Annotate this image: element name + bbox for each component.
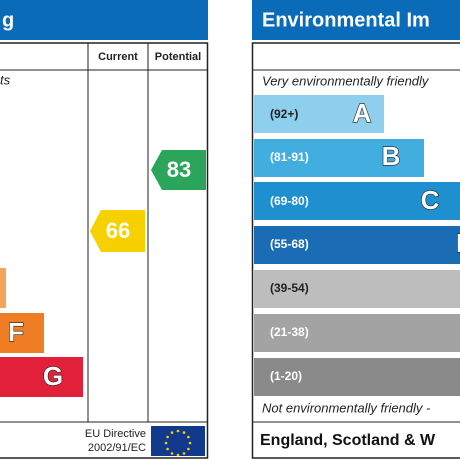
- footer-text: England, Scotland & W: [260, 432, 436, 449]
- band-range: (81-91): [270, 150, 309, 164]
- panel-title: Environmental Im: [262, 9, 430, 31]
- panel-border: [251, 42, 460, 459]
- energy-panel: g Current Potential ts F G 66 83 EU Dire…: [0, 0, 209, 459]
- band-range: (69-80): [270, 194, 309, 208]
- band-letter: G: [43, 361, 63, 391]
- potential-rating: 83: [167, 157, 191, 182]
- band-d: [254, 226, 460, 264]
- top-note: Very environmentally friendly: [262, 73, 430, 88]
- environment-panel: Environmental Im Very environmentally fr…: [251, 0, 460, 459]
- potential-arrow: [151, 150, 206, 190]
- band-e: [0, 268, 6, 308]
- top-note: ts: [0, 72, 11, 87]
- bottom-note: Not environmentally friendly -: [262, 400, 431, 415]
- band-range: (55-68): [270, 237, 309, 251]
- band-f: [0, 313, 44, 353]
- eu-stars: [164, 429, 192, 457]
- band-range: (1-20): [270, 369, 302, 383]
- column-header: Current: [98, 51, 138, 63]
- current-arrow: [90, 210, 145, 252]
- band-letter: D: [456, 228, 460, 258]
- band-f: [254, 314, 460, 352]
- band-letter: A: [353, 98, 372, 128]
- footer-text: EU Directive: [85, 428, 146, 440]
- current-rating: 66: [106, 218, 130, 243]
- band-range: (92+): [270, 107, 298, 121]
- band-b: [254, 139, 424, 177]
- column-header: Potential: [155, 51, 201, 63]
- band-e: [254, 270, 460, 308]
- band-a: [254, 95, 384, 133]
- panel-border: [0, 42, 209, 459]
- band-g: [0, 357, 83, 397]
- panel-title: g: [2, 9, 14, 31]
- band-range: (21-38): [270, 325, 309, 339]
- band-letter: F: [8, 317, 24, 347]
- band-g: [254, 358, 460, 396]
- band-range: (39-54): [270, 281, 309, 295]
- band-letter: B: [382, 141, 401, 171]
- band-c: [254, 182, 460, 220]
- title-bar: [0, 0, 208, 40]
- title-bar: [252, 0, 460, 40]
- band-letter: C: [421, 185, 440, 215]
- footer-text: 2002/91/EC: [88, 442, 146, 454]
